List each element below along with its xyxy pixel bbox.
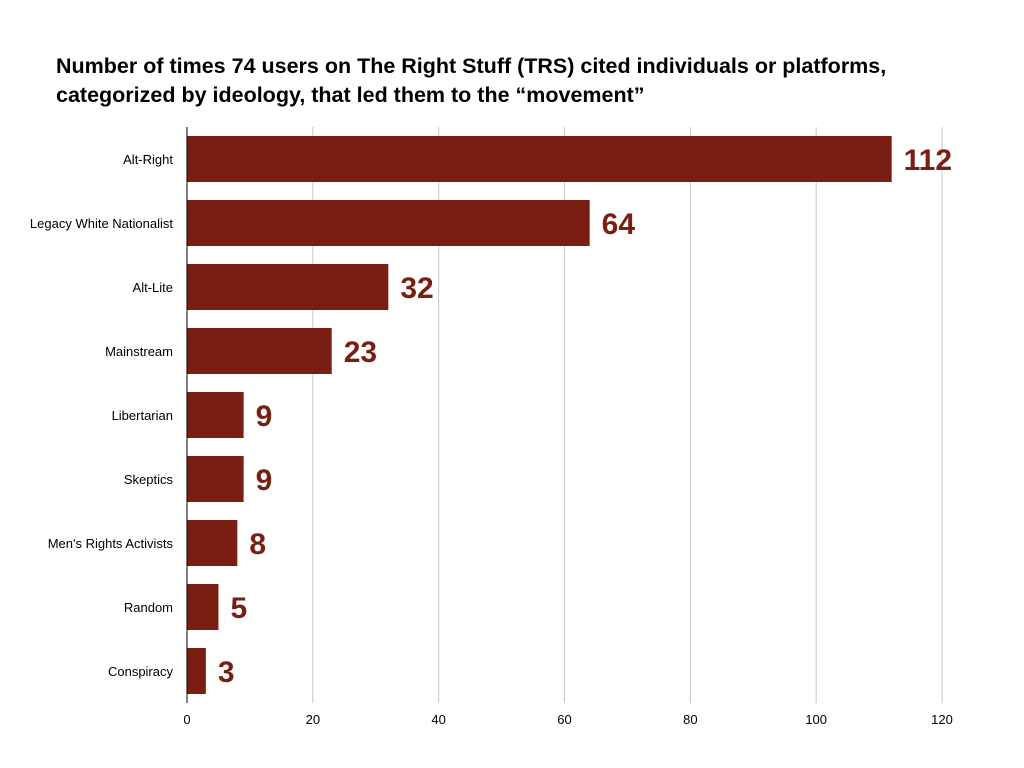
category-label-7: Random [124, 600, 173, 615]
bar-6 [187, 520, 238, 566]
category-label-2: Alt-Lite [133, 280, 173, 295]
data-label-2: 32 [400, 272, 433, 305]
category-label-1: Legacy White Nationalist [30, 216, 173, 231]
data-label-1: 64 [602, 208, 636, 241]
category-label-5: Skeptics [124, 472, 174, 487]
category-label-3: Mainstream [105, 344, 173, 359]
category-label-4: Libertarian [112, 408, 173, 423]
bar-5 [187, 456, 244, 502]
x-tick-label-80: 80 [683, 712, 697, 727]
category-labels: Alt-Right Legacy White Nationalist Alt-Lit… [30, 152, 174, 679]
bar-0 [187, 136, 892, 182]
x-tick-label-0: 0 [183, 712, 190, 727]
chart-title-line-1: Number of times 74 users on The Right St… [56, 54, 887, 78]
x-tick-label-120: 120 [931, 712, 953, 727]
x-tick-label-60: 60 [557, 712, 571, 727]
data-label-4: 9 [256, 400, 273, 433]
category-label-0: Alt-Right [123, 152, 173, 167]
bar-3 [187, 328, 332, 374]
x-tick-label-20: 20 [306, 712, 320, 727]
bar-7 [187, 584, 219, 630]
bar-4 [187, 392, 244, 438]
x-tick-label-40: 40 [431, 712, 445, 727]
bar-2 [187, 264, 389, 310]
bars [187, 136, 892, 694]
bar-1 [187, 200, 590, 246]
data-label-8: 3 [218, 656, 235, 689]
data-label-3: 23 [344, 336, 377, 369]
data-label-5: 9 [256, 464, 273, 497]
data-labels: 112 64 32 23 9 9 85 3 [218, 144, 952, 689]
chart-title: Number of times 74 users on The Right St… [56, 52, 1016, 110]
category-label-8: Conspiracy [108, 664, 174, 679]
chart-title-line-2: categorized by ideology, that led them t… [56, 83, 645, 107]
x-tick-labels: 0 20 40 60 80 100 120 [183, 712, 952, 727]
data-label-7: 5 [230, 592, 247, 625]
data-label-0: 112 [904, 144, 952, 177]
category-label-6: Men's Rights Activists [48, 536, 174, 551]
x-tick-label-100: 100 [805, 712, 827, 727]
data-label-6: 8 [249, 528, 266, 561]
bar-8 [187, 648, 206, 694]
